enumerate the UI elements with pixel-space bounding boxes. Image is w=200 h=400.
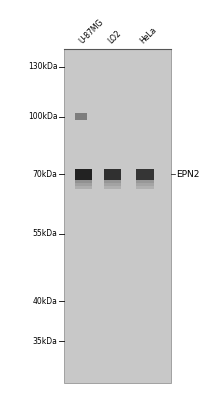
Bar xyxy=(135,180,153,183)
Text: 35kDa: 35kDa xyxy=(32,336,57,346)
Bar xyxy=(103,186,121,189)
Bar xyxy=(64,49,170,383)
Bar xyxy=(135,186,153,189)
Bar xyxy=(103,183,121,186)
Text: 55kDa: 55kDa xyxy=(32,229,57,238)
Bar xyxy=(103,169,121,180)
Text: LO2: LO2 xyxy=(106,28,122,45)
Text: U-87MG: U-87MG xyxy=(77,17,105,45)
Text: 70kDa: 70kDa xyxy=(32,170,57,179)
Bar xyxy=(74,113,87,120)
Bar xyxy=(74,180,92,183)
Text: 100kDa: 100kDa xyxy=(28,112,57,121)
Text: HeLa: HeLa xyxy=(138,25,158,45)
Bar xyxy=(74,183,92,186)
Text: 130kDa: 130kDa xyxy=(28,62,57,72)
Bar xyxy=(103,180,121,183)
Text: 40kDa: 40kDa xyxy=(32,297,57,306)
Bar xyxy=(135,169,153,180)
Bar xyxy=(135,183,153,186)
Bar xyxy=(74,169,92,180)
Text: EPN2: EPN2 xyxy=(175,170,199,179)
Bar xyxy=(74,186,92,189)
